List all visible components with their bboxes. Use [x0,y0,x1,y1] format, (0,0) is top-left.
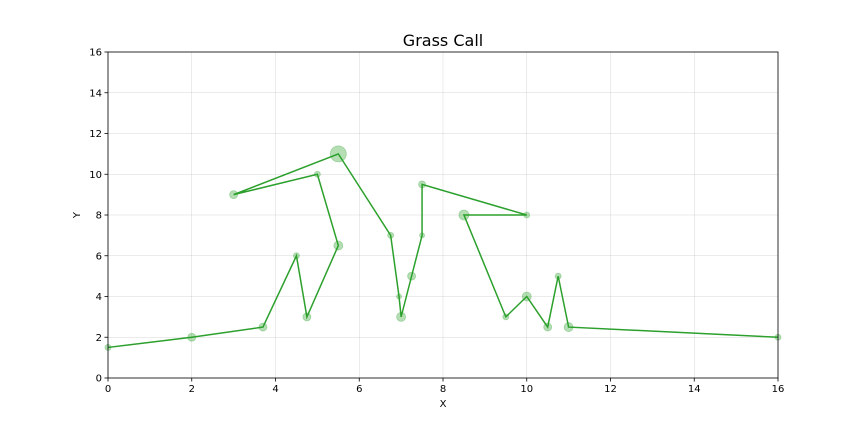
data-point [387,231,395,239]
data-point [543,322,553,332]
x-tick-label: 16 [772,384,785,395]
y-axis-label: Y [72,211,83,219]
data-point [458,209,470,221]
x-tick-label: 2 [189,384,195,395]
data-point [418,180,426,189]
series-layer [104,145,782,351]
y-tick-label: 10 [89,170,102,181]
y-tick-label: 16 [89,48,102,59]
data-point [302,312,312,322]
data-point [563,322,574,332]
y-tick-label: 12 [89,129,102,140]
y-tick-label: 14 [89,88,102,99]
data-point [329,145,347,163]
data-point [313,170,321,178]
y-tick-label: 4 [96,292,102,303]
x-tick-label: 6 [356,384,362,395]
y-tick-label: 8 [96,211,102,222]
x-tick-label: 12 [604,384,617,395]
data-point [523,211,531,219]
x-tick-label: 4 [272,384,278,395]
data-point [258,322,268,332]
y-tick-label: 6 [96,251,102,262]
x-tick-label: 10 [520,384,533,395]
x-tick-label: 8 [440,384,446,395]
y-tick-label: 2 [96,333,102,344]
x-tick-label: 14 [688,384,701,395]
data-point [419,232,425,239]
data-point [554,272,562,280]
x-axis-ticks: 0 2 4 6 8 10 12 14 16 [105,378,785,395]
data-point [407,271,416,281]
data-point [333,240,344,251]
chart-title: Grass Call [403,31,483,50]
data-point [293,252,300,260]
data-point [521,291,532,302]
y-tick-label: 0 [96,374,102,385]
x-axis-label: X [440,399,447,410]
data-point [396,311,407,322]
data-point [229,190,239,200]
x-tick-label: 0 [105,384,111,395]
series-line [107,152,779,349]
data-point [396,293,402,300]
data-point [502,313,510,321]
data-point [187,332,197,342]
y-axis-ticks: 0 2 4 6 8 10 12 14 16 [89,48,108,385]
